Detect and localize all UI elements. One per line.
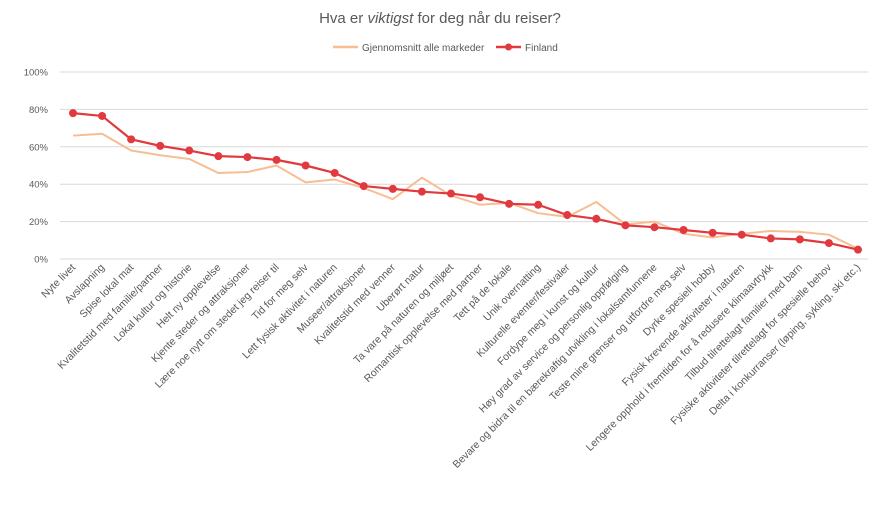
data-point-finland bbox=[679, 226, 688, 235]
data-point-finland bbox=[388, 184, 397, 193]
data-point-finland bbox=[243, 153, 252, 162]
data-point-finland bbox=[446, 189, 455, 198]
data-point-finland bbox=[214, 152, 223, 161]
data-point-finland bbox=[98, 111, 107, 120]
legend-marker-finland bbox=[505, 43, 512, 51]
data-point-finland bbox=[301, 161, 310, 170]
data-point-finland bbox=[824, 239, 833, 248]
y-tick-label: 60% bbox=[29, 142, 49, 153]
data-point-finland bbox=[563, 211, 572, 220]
data-point-finland bbox=[272, 155, 281, 164]
data-point-finland bbox=[185, 146, 194, 155]
data-point-finland bbox=[330, 168, 339, 177]
data-point-finland bbox=[534, 200, 543, 209]
data-point-finland bbox=[854, 245, 862, 254]
series-line-finland bbox=[72, 112, 859, 251]
legend-label-finland: Finland bbox=[525, 43, 558, 54]
data-point-finland bbox=[476, 193, 485, 202]
chart-title: Hva er viktigst for deg når du reiser? bbox=[319, 10, 561, 27]
data-point-finland bbox=[766, 234, 775, 243]
data-point-finland bbox=[69, 109, 77, 118]
series-line-average bbox=[72, 132, 859, 250]
y-tick-label: 0% bbox=[34, 255, 48, 266]
legend: Gjennomsnitt alle markeder Finland bbox=[333, 43, 558, 54]
data-point-finland bbox=[417, 187, 426, 196]
legend-label-average: Gjennomsnitt alle markeder bbox=[362, 43, 485, 54]
data-point-finland bbox=[650, 223, 659, 232]
data-point-finland bbox=[795, 235, 804, 244]
data-point-finland bbox=[708, 228, 717, 237]
data-point-finland bbox=[505, 199, 514, 208]
y-tick-label: 100% bbox=[24, 68, 49, 79]
data-point-finland bbox=[127, 135, 136, 144]
data-point-finland bbox=[737, 230, 746, 239]
data-point-finland bbox=[359, 182, 368, 191]
y-tick-label: 80% bbox=[29, 105, 49, 116]
data-point-finland bbox=[621, 221, 630, 230]
y-tick-label: 40% bbox=[29, 180, 49, 191]
y-tick-label: 20% bbox=[29, 217, 49, 228]
data-point-finland bbox=[156, 141, 165, 150]
data-point-finland bbox=[592, 214, 601, 223]
